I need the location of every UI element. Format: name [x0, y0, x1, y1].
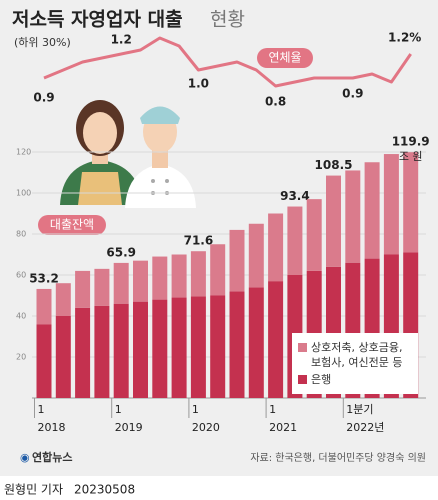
value-label: 1.2% — [388, 31, 421, 45]
bar-segment — [36, 288, 52, 325]
x-tick-year: 2022년 — [346, 421, 384, 434]
bar-segment — [403, 152, 419, 253]
legend-swatch — [298, 375, 307, 384]
y-tick-label: 60 — [16, 271, 26, 280]
source: 자료: 한국은행, 더불어민주당 양경숙 의원 — [250, 451, 426, 464]
bar-segment — [287, 206, 303, 275]
x-tick-label: 1 — [115, 403, 122, 416]
x-tick-label: 1 — [38, 403, 45, 416]
byline: 원형민 기자 — [4, 483, 63, 497]
x-tick-year: 2020 — [192, 421, 220, 434]
bar-segment — [113, 303, 129, 398]
date: 20230508 — [74, 483, 135, 497]
title: 저소득 자영업자 대출 — [12, 9, 183, 31]
bar-segment — [190, 251, 206, 297]
bar-segment — [152, 299, 168, 398]
bar-segment — [210, 295, 226, 398]
value-label: 0.8 — [265, 95, 286, 109]
bar-segment — [268, 213, 284, 282]
bar-segment — [190, 296, 206, 398]
line-badge — [257, 48, 313, 68]
illustration — [60, 100, 196, 208]
total-label: 65.9 — [106, 245, 136, 259]
x-tick-year: 2018 — [38, 421, 66, 434]
logo-icon: ◉ — [20, 451, 30, 464]
bar-segment — [268, 281, 284, 398]
legend-swatch — [298, 343, 307, 352]
bar-segment — [75, 307, 91, 398]
annotation-badge — [38, 215, 106, 235]
value-label: 0.9 — [33, 91, 54, 105]
x-tick-year: 2021 — [269, 421, 297, 434]
unit-label: 조 원 — [399, 150, 423, 163]
title-suffix: 현황 — [210, 9, 245, 31]
total-label: 108.5 — [315, 158, 353, 172]
bar-segment — [152, 256, 168, 300]
value-label: 1.0 — [188, 77, 209, 91]
value-label: 1.2 — [111, 33, 132, 47]
subtitle: (하위 30%) — [14, 35, 71, 49]
bar-segment — [133, 301, 148, 398]
x-tick-label: 1 — [192, 403, 199, 416]
bar-segment — [55, 283, 71, 316]
y-tick-label: 20 — [16, 353, 26, 362]
legend-label: 상호저축, 상호금융, 보험사, 여신전문 등 — [311, 341, 403, 369]
bar-segment — [345, 170, 361, 263]
bar-segment — [229, 291, 245, 398]
total-label: 119.9 — [392, 135, 430, 149]
bar-segment — [55, 316, 71, 398]
logo: 연합뉴스 — [32, 450, 72, 464]
bar-segment — [248, 287, 264, 398]
legend-label: 은행 — [311, 373, 332, 386]
y-tick-label: 120 — [16, 148, 31, 157]
total-label: 71.6 — [184, 234, 214, 248]
line-title: 연체율 — [268, 51, 301, 65]
bar-segment — [248, 223, 264, 288]
legend-item: 상호저축, 상호금융, 보험사, 여신전문 등 — [298, 340, 412, 370]
bar-segment — [133, 260, 148, 302]
annotation: 대출잔액 — [50, 218, 94, 232]
legend-item: 은행 — [298, 372, 412, 387]
y-tick-label: 40 — [16, 312, 26, 321]
total-label: 53.2 — [29, 271, 59, 285]
bar-segment — [94, 268, 110, 306]
bar-segment — [36, 324, 52, 398]
y-tick-label: 80 — [16, 230, 26, 239]
y-tick-label: 100 — [16, 189, 31, 198]
bar-segment — [383, 154, 399, 255]
bar-segment — [364, 162, 380, 259]
bar-segment — [326, 175, 341, 267]
bar-segment — [229, 229, 245, 292]
line — [43, 36, 412, 88]
bar-segment — [210, 244, 226, 296]
value-label: 0.9 — [342, 87, 363, 101]
x-tick-label: 1 — [269, 403, 276, 416]
bar-segment — [171, 254, 187, 298]
x-tick-year: 2019 — [115, 421, 143, 434]
bar-segment — [306, 199, 322, 271]
bar-segment — [94, 305, 110, 398]
bar-segment — [171, 297, 187, 398]
bar-segment — [75, 270, 91, 308]
bar-segment — [113, 262, 129, 304]
total-label: 93.4 — [280, 189, 310, 203]
x-tick-label: 1분기 — [346, 403, 373, 416]
